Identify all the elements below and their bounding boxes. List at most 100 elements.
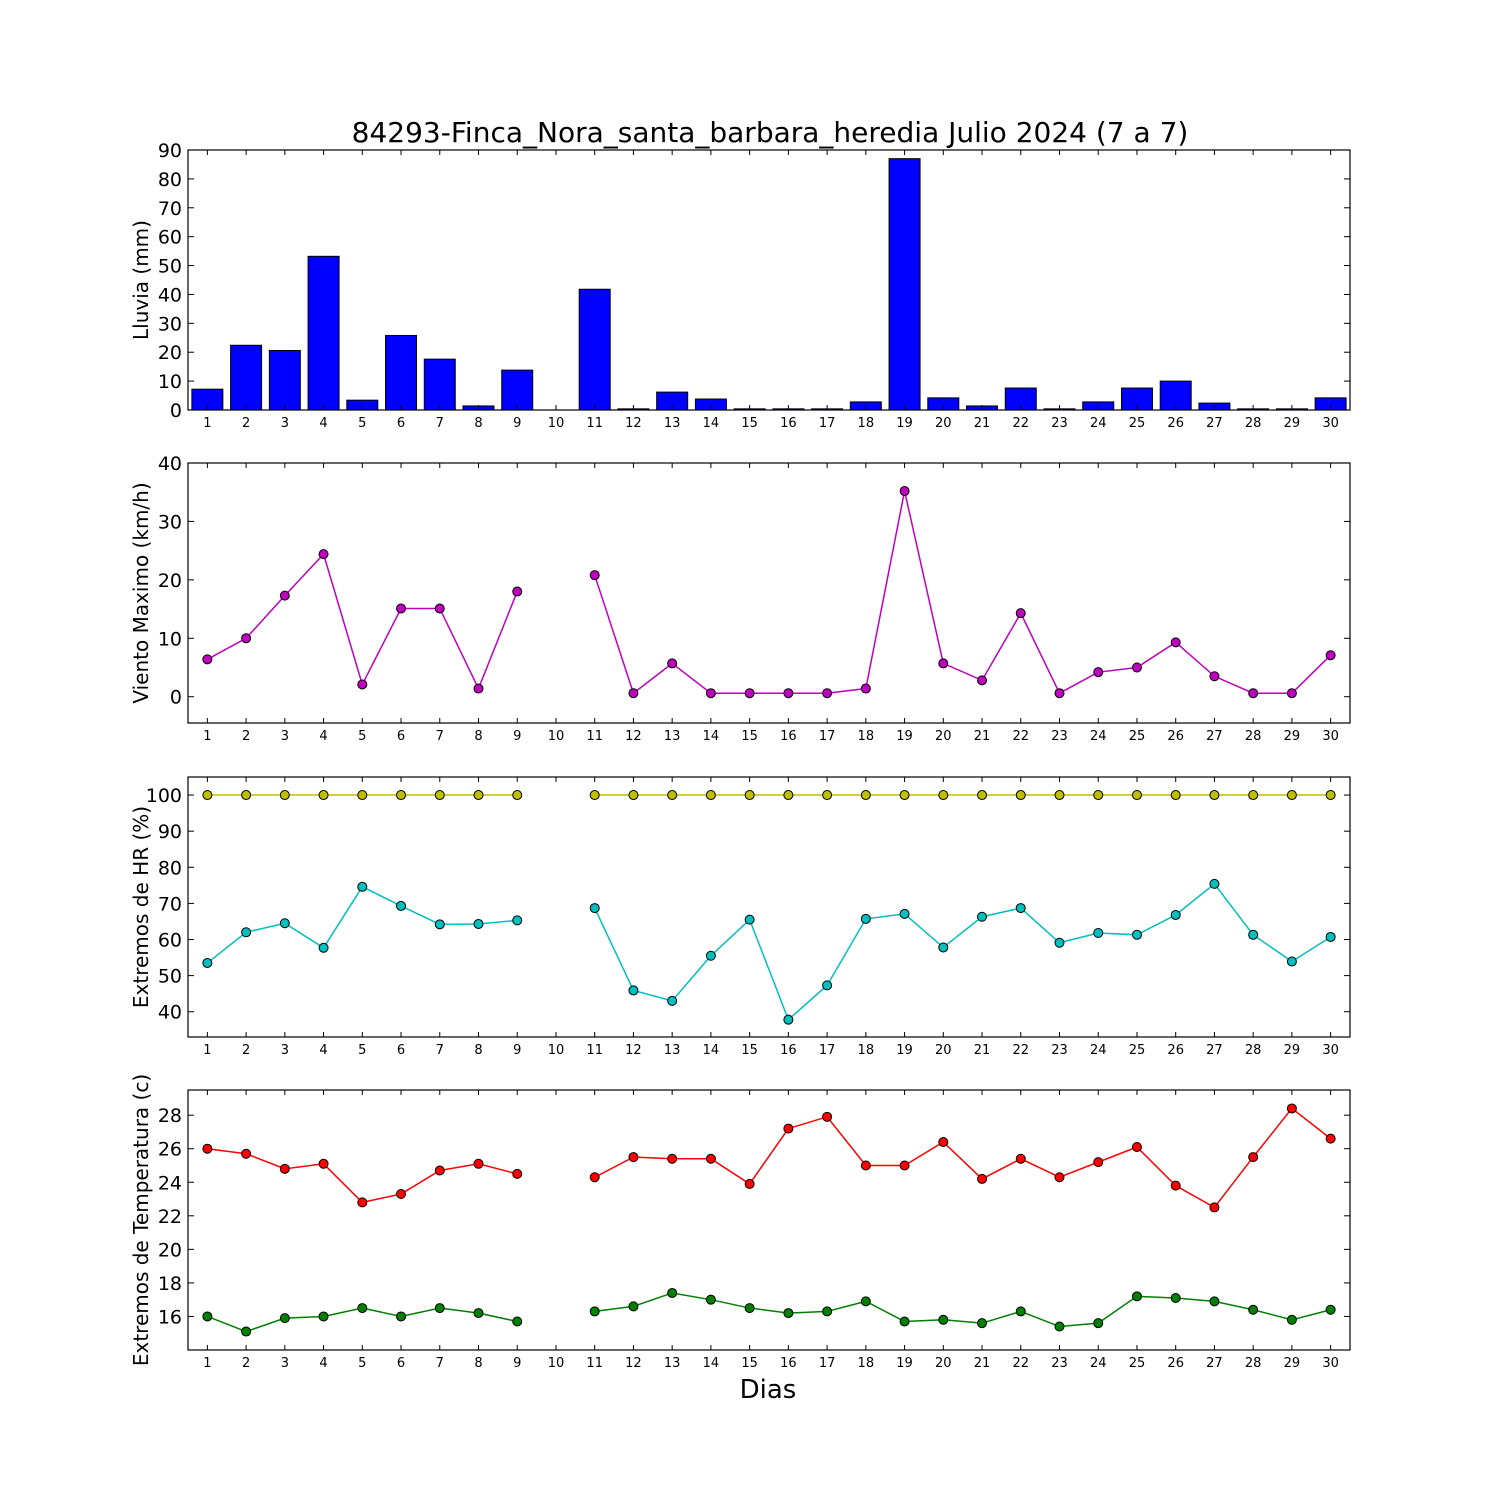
series-1-point-day-21 [977,790,988,801]
x-tick-label: 2 [242,1356,250,1371]
x-tick-label: 13 [664,1356,681,1371]
series-1-point-day-29 [1286,790,1297,801]
x-tick-label: 10 [548,416,565,431]
series-2-point-day-24 [1093,928,1104,938]
series-2-point-day-26 [1170,909,1181,920]
x-tick-label: 18 [858,729,875,744]
x-tick-label: 8 [474,729,482,744]
y-tick-label: 24 [158,1172,182,1194]
x-tick-label: 30 [1322,729,1339,744]
x-tick-label: 10 [548,1043,565,1058]
y-tick-label: 20 [158,1239,182,1261]
series-1-point-day-22 [1015,1153,1026,1164]
x-tick-label: 17 [819,1356,836,1371]
x-tick-label: 5 [358,416,366,431]
series-1-point-day-11 [589,790,600,801]
series-1-point-day-7 [434,1165,445,1176]
x-tick-label: 21 [974,1356,991,1371]
x-tick-label: 1 [203,1356,211,1371]
x-tick-label: 17 [819,1043,836,1058]
x-tick-label: 30 [1322,416,1339,431]
series-2-point-day-6 [396,900,407,911]
x-tick-label: 29 [1284,729,1301,744]
x-tick-label: 18 [858,1043,875,1058]
x-tick-label: 22 [1012,1043,1029,1058]
series-2-point-day-7 [434,919,445,930]
series-2-point-day-20 [938,942,949,953]
series-1-point-day-20 [938,658,949,669]
series-1-point-day-13 [667,790,678,801]
x-tick-label: 17 [819,416,836,431]
series-1-point-day-11 [589,570,600,581]
x-tick-label: 4 [319,729,327,744]
y-axis-title: Extremos de HR (%) [129,806,153,1008]
x-tick-label: 8 [474,1356,482,1371]
x-tick-label: 30 [1322,1356,1339,1371]
series-2-point-day-1 [202,957,213,968]
panel-1-frame [187,149,1351,411]
x-tick-label: 1 [203,1043,211,1058]
x-tick-label: 15 [741,416,758,431]
series-1-point-day-18 [860,683,871,694]
x-tick-label: 12 [625,1356,642,1371]
series-2-point-day-21 [977,911,988,922]
x-tick-label: 16 [780,1356,797,1371]
series-1-point-day-18 [860,790,871,801]
x-tick-label: 28 [1245,416,1262,431]
x-tick-label: 20 [935,1356,952,1371]
y-tick-label: 16 [158,1306,182,1328]
series-1-point-day-23 [1054,688,1065,699]
x-tick-label: 12 [625,1043,642,1058]
series-2-point-day-3 [279,918,290,929]
series-2-point-day-28 [1248,929,1259,940]
series-1-point-day-5 [357,1197,368,1208]
series-2-line-segment-2 [594,1292,1331,1328]
y-tick-label: 50 [158,256,182,278]
series-1-point-day-28 [1248,1152,1259,1163]
series-2-point-day-18 [860,1296,871,1307]
bar-day-6 [385,334,418,411]
x-tick-label: 4 [319,1043,327,1058]
x-tick-label: 17 [819,729,836,744]
series-1-point-day-27 [1209,1202,1220,1213]
y-tick-label: 10 [158,628,182,650]
x-tick-label: 16 [780,416,797,431]
x-tick-label: 7 [436,416,444,431]
series-1-point-day-25 [1131,1142,1142,1153]
x-tick-label: 2 [242,1043,250,1058]
series-1-line-segment-2 [594,1107,1332,1209]
y-tick-label: 28 [158,1105,182,1127]
series-2-point-day-8 [473,918,484,929]
series-2-point-day-12 [628,985,639,996]
x-tick-label: 22 [1012,729,1029,744]
y-tick-label: 18 [158,1273,182,1295]
series-2-point-day-17 [822,980,833,991]
series-1-point-day-9 [512,1168,523,1179]
panel-4-frame [187,1089,1351,1351]
x-tick-label: 3 [281,1043,289,1058]
x-tick-label: 7 [436,729,444,744]
x-tick-label: 6 [397,416,405,431]
series-2-point-day-9 [512,1316,523,1327]
x-tick-label: 3 [281,1356,289,1371]
x-tick-label: 27 [1206,1356,1223,1371]
series-1-point-day-21 [977,1173,988,1184]
series-1-point-day-24 [1093,1157,1104,1168]
y-axis-title: Extremos de Temperatura (c) [129,1074,153,1366]
x-tick-label: 6 [397,1043,405,1058]
y-tick-label: 20 [158,570,182,592]
x-tick-label: 20 [935,416,952,431]
x-tick-label: 13 [664,729,681,744]
series-1-point-day-9 [512,790,523,801]
x-tick-label: 28 [1245,729,1262,744]
x-tick-label: 21 [974,416,991,431]
series-1-point-day-3 [279,1163,290,1174]
x-tick-label: 22 [1012,416,1029,431]
x-tick-label: 16 [780,729,797,744]
series-1-point-day-15 [744,790,755,801]
x-tick-label: 9 [513,1356,521,1371]
x-tick-label: 23 [1051,1043,1068,1058]
x-tick-label: 3 [281,416,289,431]
